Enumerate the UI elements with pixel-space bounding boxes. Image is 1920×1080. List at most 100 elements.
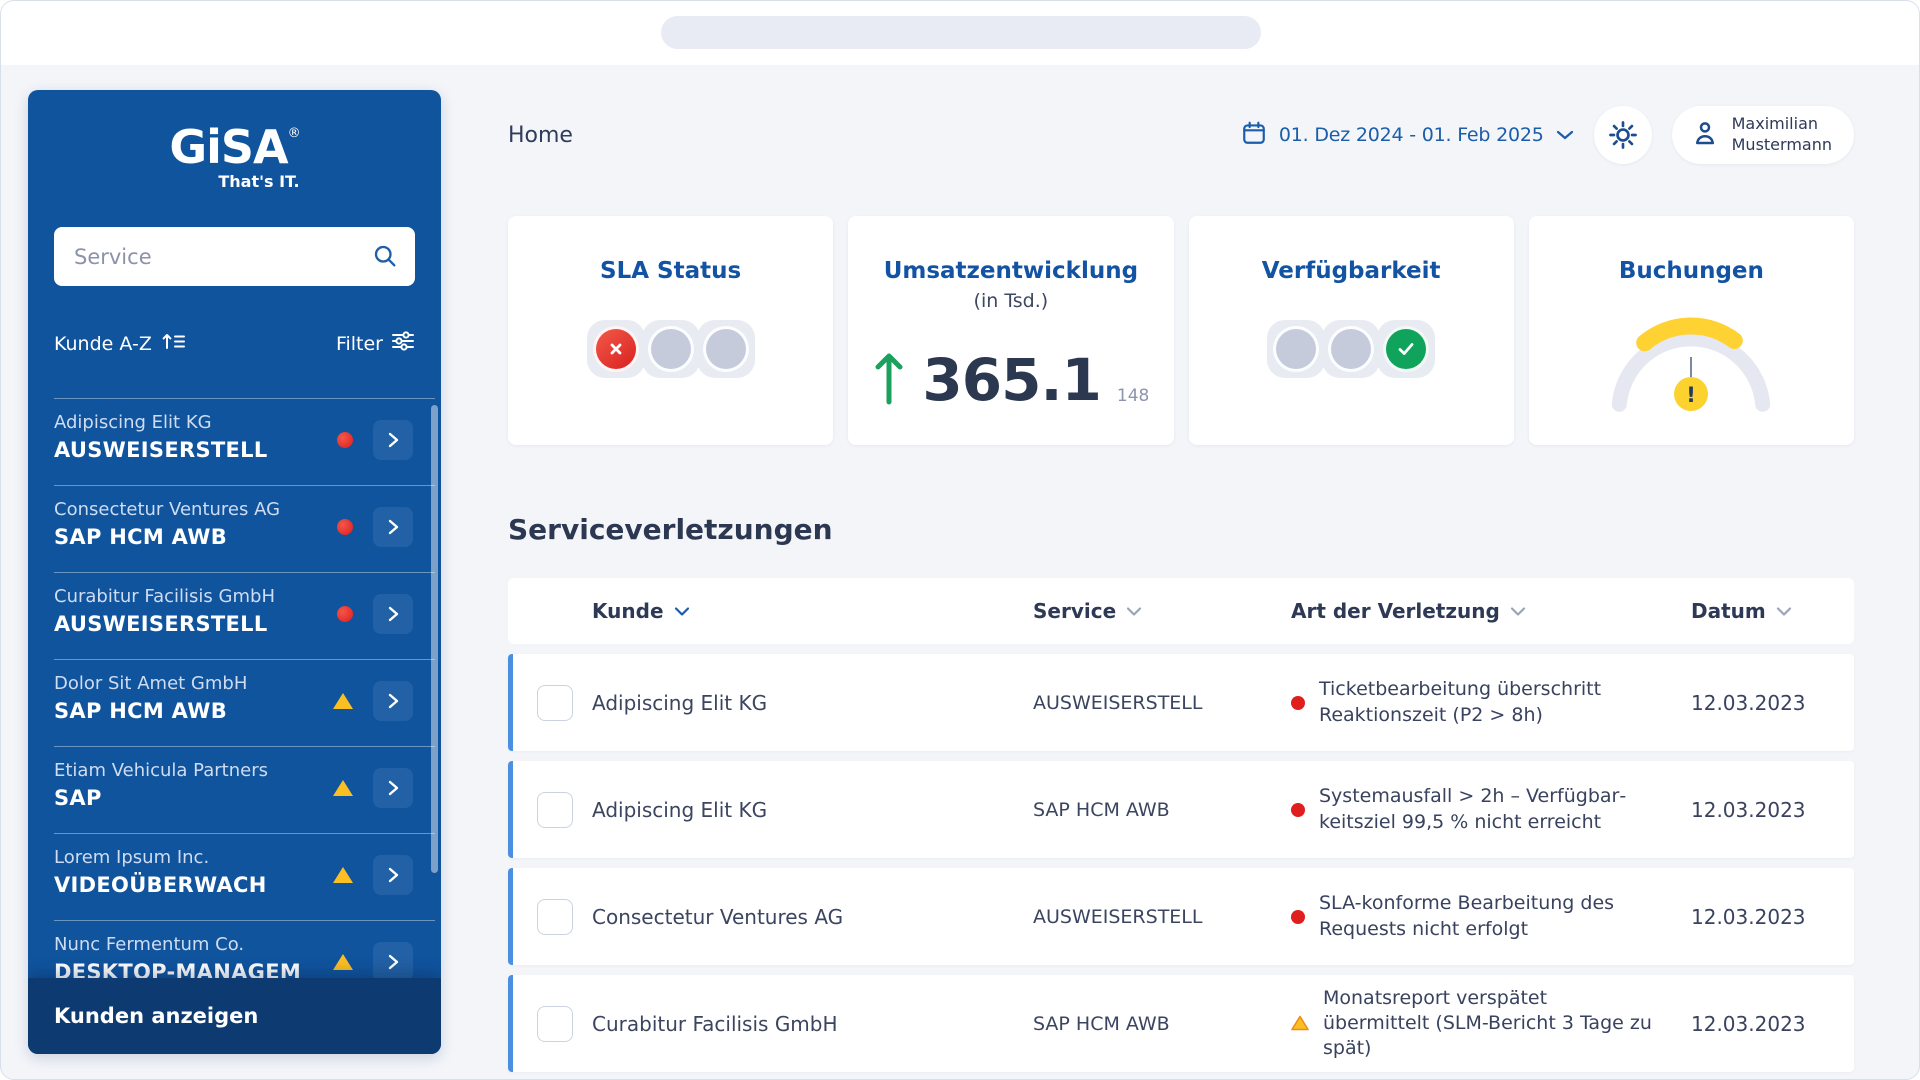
trend-up-icon: [872, 350, 906, 410]
section-title: Serviceverletzungen: [508, 513, 833, 546]
user-icon: [1690, 118, 1720, 152]
row-checkbox[interactable]: [537, 1006, 573, 1042]
breadcrumb[interactable]: Home: [508, 123, 573, 148]
sort-chevron-icon: [674, 606, 690, 617]
critical-severity-icon: [1291, 696, 1305, 710]
critical-severity-icon: [1291, 910, 1305, 924]
critical-status-icon: [337, 606, 353, 622]
cell-datum: 12.03.2023: [1691, 691, 1854, 715]
row-checkbox[interactable]: [537, 685, 573, 721]
cell-kunde: Consectetur Ventures AG: [592, 905, 1033, 929]
settings-button[interactable]: [1594, 106, 1652, 164]
customer-list-item[interactable]: Lorem Ipsum Inc. VIDEOÜBERWACH: [28, 833, 441, 920]
verfuegbarkeit-card[interactable]: Verfügbarkeit: [1189, 216, 1514, 445]
search-icon[interactable]: [371, 242, 399, 274]
filter-sliders-icon: [391, 330, 415, 357]
gisa-logo-wordmark: GiSA®: [169, 124, 299, 170]
cell-service: AUSWEISERSTELL: [1033, 692, 1291, 714]
customer-detail-button[interactable]: [373, 768, 413, 808]
inactive-lamp-icon: [703, 326, 749, 372]
cell-violation-text: Systemausfall > 2h – Verfügbar­keitsziel…: [1319, 784, 1649, 834]
critical-status-icon: [337, 519, 353, 535]
cell-datum: 12.03.2023: [1691, 798, 1854, 822]
cell-kunde: Adipiscing Elit KG: [592, 798, 1033, 822]
x-icon: [606, 339, 626, 359]
inactive-lamp-icon: [1328, 326, 1374, 372]
card-title: SLA Status: [600, 258, 741, 284]
cell-violation-text: Ticketbearbeitung überschritt Reaktionsz…: [1319, 677, 1649, 727]
registered-mark: ®: [288, 126, 300, 141]
address-bar-placeholder[interactable]: [661, 16, 1261, 49]
sort-chevron-icon: [1776, 606, 1792, 617]
sort-chevron-icon: [1510, 606, 1526, 617]
bookings-gauge: !: [1596, 298, 1786, 420]
chevron-right-icon: [384, 518, 402, 536]
customer-list-item[interactable]: Curabitur Facilisis GmbH AUSWEISERSTELL: [28, 572, 441, 659]
customer-list-item[interactable]: Dolor Sit Amet GmbH SAP HCM AWB: [28, 659, 441, 746]
violation-row[interactable]: Curabitur Facilisis GmbH SAP HCM AWB Mon…: [508, 975, 1854, 1072]
customer-detail-button[interactable]: [373, 855, 413, 895]
customer-list-item[interactable]: Consectetur Ventures AG SAP HCM AWB: [28, 485, 441, 572]
warning-status-icon: [333, 867, 353, 883]
warning-severity-icon: [1291, 1015, 1309, 1031]
chevron-right-icon: [384, 779, 402, 797]
cell-kunde: Curabitur Facilisis GmbH: [592, 1012, 1033, 1036]
buchungen-card[interactable]: Buchungen !: [1529, 216, 1854, 445]
chevron-right-icon: [384, 692, 402, 710]
sort-customers-button[interactable]: Kunde A-Z: [54, 331, 188, 356]
sidebar: GiSA® That's IT. Kunde A-Z: [28, 90, 441, 1054]
sla-traffic-light: [587, 320, 755, 378]
sidebar-scrollbar[interactable]: [431, 405, 438, 873]
cell-datum: 12.03.2023: [1691, 905, 1854, 929]
row-checkbox[interactable]: [537, 899, 573, 935]
svg-text:!: !: [1687, 383, 1697, 407]
violations-table: Kunde Service Art der Verletzung Datum A…: [508, 578, 1854, 1072]
ok-lamp-icon: [1383, 326, 1429, 372]
umsatz-card[interactable]: Umsatzentwicklung (in Tsd.) 365.1 148: [848, 216, 1173, 445]
gisa-logo: GiSA® That's IT.: [169, 124, 299, 191]
gear-icon: [1607, 119, 1639, 151]
customer-detail-button[interactable]: [373, 942, 413, 982]
customer-detail-button[interactable]: [373, 594, 413, 634]
browser-topbar: [1, 1, 1919, 65]
gisa-logo-tagline: That's IT.: [169, 172, 299, 191]
critical-lamp-icon: [593, 326, 639, 372]
show-customers-button[interactable]: Kunden anzeigen: [28, 978, 441, 1054]
inactive-lamp-icon: [1273, 326, 1319, 372]
column-header-datum[interactable]: Datum: [1691, 599, 1854, 623]
cell-service: AUSWEISERSTELL: [1033, 906, 1291, 928]
user-menu[interactable]: Maximilian Mustermann: [1672, 106, 1854, 164]
customer-detail-button[interactable]: [373, 420, 413, 460]
column-header-kunde[interactable]: Kunde: [592, 599, 1033, 623]
chevron-right-icon: [384, 953, 402, 971]
date-range-label: 01. Dez 2024 - 01. Feb 2025: [1279, 124, 1544, 146]
violation-row[interactable]: Adipiscing Elit KG AUSWEISERSTELL Ticket…: [508, 654, 1854, 751]
filter-button[interactable]: Filter: [336, 330, 415, 357]
customer-list-item[interactable]: Etiam Vehicula Partners SAP: [28, 746, 441, 833]
cell-service: SAP HCM AWB: [1033, 1013, 1291, 1035]
inactive-lamp-icon: [648, 326, 694, 372]
customer-list-item[interactable]: Adipiscing Elit KG AUSWEISERSTELL: [28, 398, 441, 485]
card-title: Umsatzentwicklung: [884, 258, 1138, 284]
availability-traffic-light: [1267, 320, 1435, 378]
row-checkbox[interactable]: [537, 792, 573, 828]
warning-status-icon: [333, 954, 353, 970]
date-range-picker[interactable]: 01. Dez 2024 - 01. Feb 2025: [1241, 120, 1574, 151]
column-header-art[interactable]: Art der Verletzung: [1291, 599, 1691, 623]
search-input[interactable]: [54, 227, 415, 286]
violation-row[interactable]: Adipiscing Elit KG SAP HCM AWB Systemaus…: [508, 761, 1854, 858]
card-subtitle: (in Tsd.): [974, 290, 1049, 312]
calendar-icon: [1241, 120, 1267, 151]
customer-detail-button[interactable]: [373, 507, 413, 547]
critical-severity-icon: [1291, 803, 1305, 817]
chevron-right-icon: [384, 431, 402, 449]
service-search: [54, 227, 415, 286]
customer-detail-button[interactable]: [373, 681, 413, 721]
column-header-service[interactable]: Service: [1033, 599, 1291, 623]
user-name: Maximilian Mustermann: [1732, 114, 1832, 156]
card-title: Buchungen: [1619, 258, 1764, 284]
cell-datum: 12.03.2023: [1691, 1012, 1854, 1036]
sla-status-card[interactable]: SLA Status: [508, 216, 833, 445]
violation-row[interactable]: Consectetur Ventures AG AUSWEISERSTELL S…: [508, 868, 1854, 965]
customer-list: Adipiscing Elit KG AUSWEISERSTELL Consec…: [28, 398, 441, 1007]
